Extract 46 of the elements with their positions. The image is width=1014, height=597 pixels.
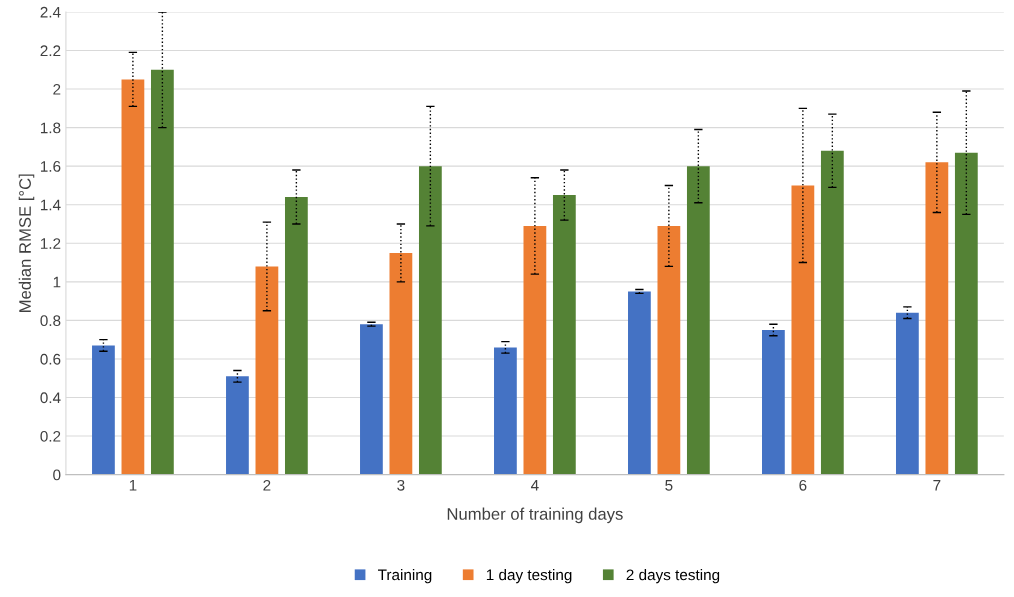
y-tick-label: 2.2 — [40, 45, 61, 57]
bar — [121, 79, 145, 475]
bar — [686, 166, 710, 475]
y-tick-label: 1.2 — [40, 238, 61, 249]
bar — [389, 252, 413, 475]
x-tick-label: 7 — [933, 480, 941, 491]
bar — [494, 347, 517, 475]
y-tick-label: 2 — [53, 83, 61, 95]
bar — [360, 324, 383, 475]
y-tick-label: 0.4 — [40, 392, 61, 404]
x-tick-label: 1 — [129, 480, 137, 491]
bar — [954, 152, 978, 475]
x-tick-label: 4 — [530, 480, 539, 491]
legend-label: 2 days testing — [626, 569, 720, 584]
y-tick-label: 1.6 — [40, 161, 61, 172]
bar — [896, 312, 919, 475]
bar — [552, 195, 576, 475]
bar — [226, 376, 249, 475]
y-tick-label: 0 — [53, 469, 61, 481]
bar — [762, 330, 785, 475]
bar — [284, 197, 308, 475]
bar — [418, 166, 442, 475]
x-axis-title: Number of training days — [447, 507, 623, 524]
y-axis-title: Median RMSE [°C] — [18, 174, 35, 312]
bar — [92, 345, 115, 475]
y-tick-label: 1.4 — [40, 199, 61, 211]
bar — [628, 291, 651, 475]
bar — [925, 162, 949, 475]
bar — [791, 185, 815, 475]
y-tick-label: 1 — [53, 276, 61, 288]
bar — [255, 266, 279, 475]
y-tick-label: 0.2 — [40, 430, 61, 442]
bar — [523, 225, 547, 475]
x-tick-label: 2 — [263, 479, 271, 491]
bar — [820, 150, 844, 475]
legend-label: Training — [378, 569, 432, 584]
y-tick-label: 0.6 — [40, 353, 61, 365]
bar — [657, 225, 681, 475]
y-tick-label: 2.4 — [40, 6, 61, 18]
x-tick-label: 3 — [397, 479, 405, 491]
y-tick-label: 0.8 — [40, 315, 61, 327]
legend-label: 1 day testing — [486, 569, 572, 584]
x-tick-label: 6 — [799, 479, 807, 491]
y-tick-label: 1.8 — [40, 122, 61, 134]
bar — [151, 69, 174, 475]
x-tick-label: 5 — [665, 480, 673, 491]
